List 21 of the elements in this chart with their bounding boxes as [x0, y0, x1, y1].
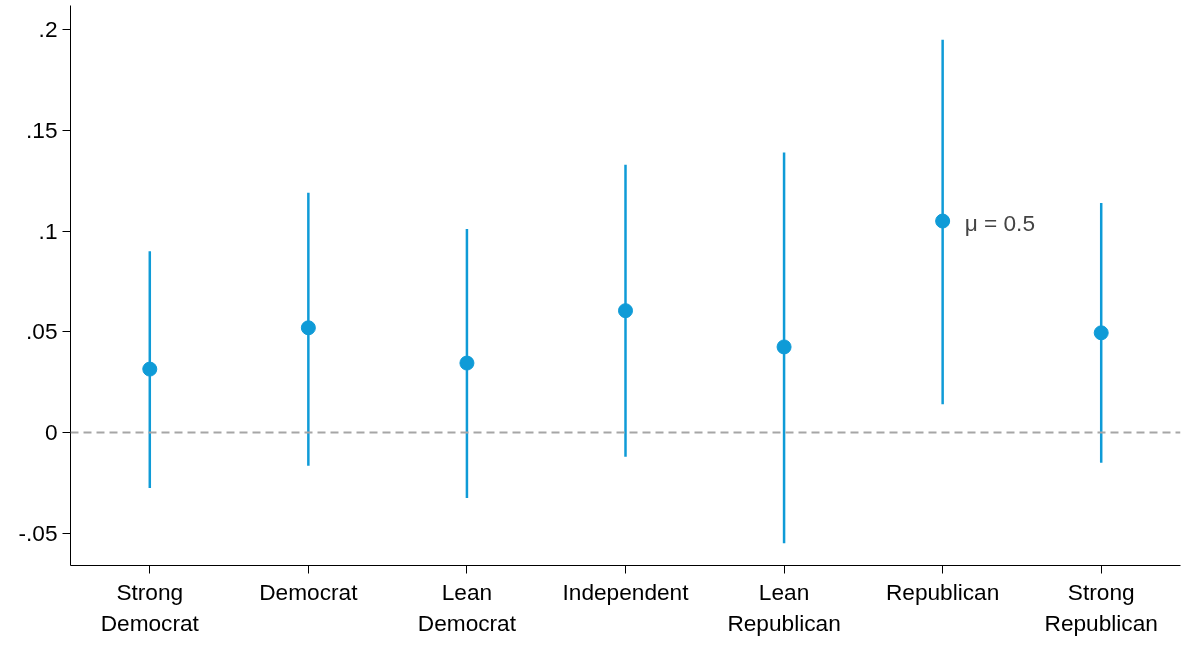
x-tick-label: Strong Republican — [1044, 578, 1158, 636]
x-tick-label: Democrat — [259, 578, 359, 605]
x-tick-label: Republican — [885, 578, 1000, 605]
point — [1093, 325, 1109, 341]
x-tick-label: Lean Democrat — [417, 578, 517, 636]
y-tick-label: .2 — [38, 16, 58, 43]
annotation: μ = 0.5 — [964, 210, 1036, 237]
point — [935, 213, 951, 229]
point — [618, 303, 633, 319]
point — [459, 355, 475, 371]
y-tick-label: .1 — [38, 217, 58, 244]
y-tick-label: 0 — [44, 419, 58, 446]
y-tick-label: .15 — [26, 116, 58, 143]
point — [776, 339, 792, 355]
y-tick-label: .05 — [26, 318, 58, 345]
x-tick-label: Strong Democrat — [100, 578, 200, 636]
x-tick-label: Lean Republican — [727, 578, 841, 636]
point — [142, 361, 158, 377]
point — [300, 320, 316, 336]
x-tick-label: Independent — [562, 578, 690, 605]
y-tick-label: -.05 — [18, 519, 58, 546]
